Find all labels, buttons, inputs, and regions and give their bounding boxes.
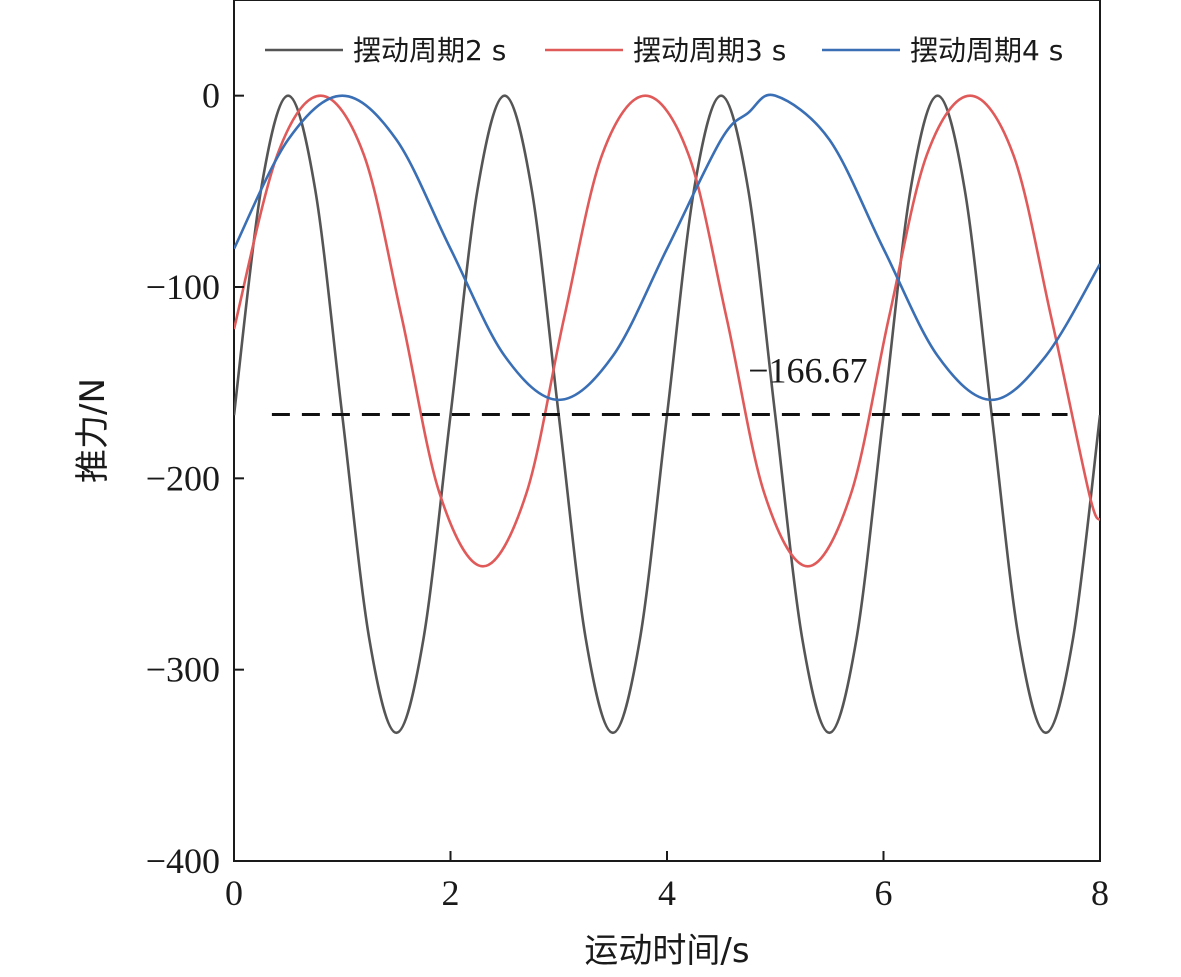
y-tick-label: −100 [146,267,220,307]
legend-label: 摆动周期2 s [353,34,506,67]
y-tick-label: −300 [146,650,220,690]
y-tick-label: −200 [146,458,220,498]
annotation-group: −166.67 [748,351,867,391]
x-tick-label: 2 [442,873,460,913]
x-tick-label: 8 [1091,873,1109,913]
y-tick-label: 0 [202,76,220,116]
x-tick-label: 0 [225,873,243,913]
legend-label: 摆动周期4 s [910,34,1063,67]
x-tick-label: 6 [875,873,893,913]
x-tick-label: 4 [658,873,676,913]
plot-frame [233,0,1101,862]
series-line-2 [234,94,1100,568]
annotation-label: −166.67 [748,351,867,391]
tick-group: 0 2 4 6 8 0 −100 −200 −300 −400 [146,76,1109,913]
plot-frame-rect [233,0,1101,862]
series-line-3 [234,93,1100,402]
x-axis-title: 运动时间/s [584,931,749,971]
legend-label: 摆动周期3 s [633,34,786,67]
y-tick-label: −400 [146,841,220,881]
y-axis-title: 推力/N [73,378,113,483]
legend: 摆动周期2 s 摆动周期3 s 摆动周期4 s [265,34,1063,67]
